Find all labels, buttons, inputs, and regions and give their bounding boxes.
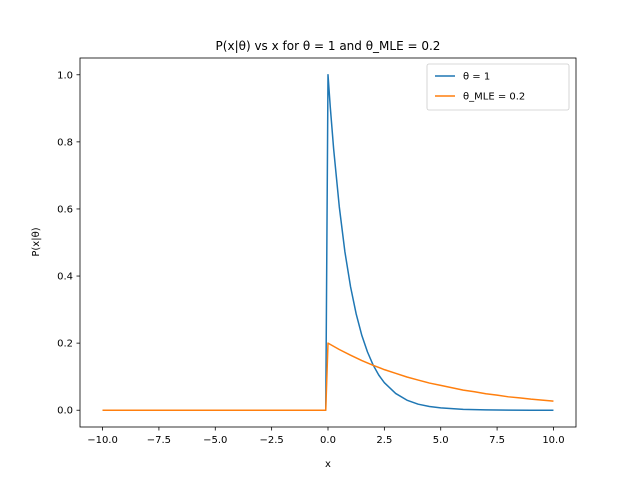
series-lines — [102, 74, 554, 411]
y-axis-label: P(x|θ) — [31, 227, 42, 256]
y-tick-label: 0.8 — [57, 137, 73, 148]
x-tick-label: 5.0 — [433, 435, 449, 446]
x-tick-label: −5.0 — [203, 435, 227, 446]
y-axis: 0.0 0.2 0.4 0.6 0.8 1.0 — [57, 70, 80, 417]
series-line-1 — [102, 342, 554, 411]
y-tick-label: 0.2 — [57, 339, 73, 350]
x-tick-label: 7.5 — [489, 435, 505, 446]
legend-label: θ = 1 — [463, 72, 490, 83]
y-tick-label: 0.0 — [57, 406, 73, 417]
x-tick-label: −10.0 — [87, 435, 118, 446]
x-axis-label: x — [325, 459, 331, 470]
x-tick-label: −7.5 — [147, 435, 171, 446]
axes-frame — [79, 57, 577, 428]
series-line-0 — [102, 74, 554, 411]
x-tick-label: 2.5 — [376, 435, 392, 446]
legend-label: θ_MLE = 0.2 — [463, 92, 525, 103]
x-tick-label: −2.5 — [259, 435, 283, 446]
x-tick-label: 10.0 — [542, 435, 564, 446]
y-tick-label: 0.6 — [57, 204, 73, 215]
y-tick-label: 1.0 — [57, 70, 73, 81]
x-tick-label: 0.0 — [320, 435, 336, 446]
legend-box — [426, 63, 570, 111]
chart-title: P(x|θ) vs x for θ = 1 and θ_MLE = 0.2 — [216, 39, 441, 53]
x-axis: −10.0 −7.5 −5.0 −2.5 0.0 2.5 5.0 7.5 10.0 — [87, 427, 565, 446]
y-tick-label: 0.4 — [57, 272, 73, 283]
legend: θ = 1 θ_MLE = 0.2 — [426, 63, 570, 111]
